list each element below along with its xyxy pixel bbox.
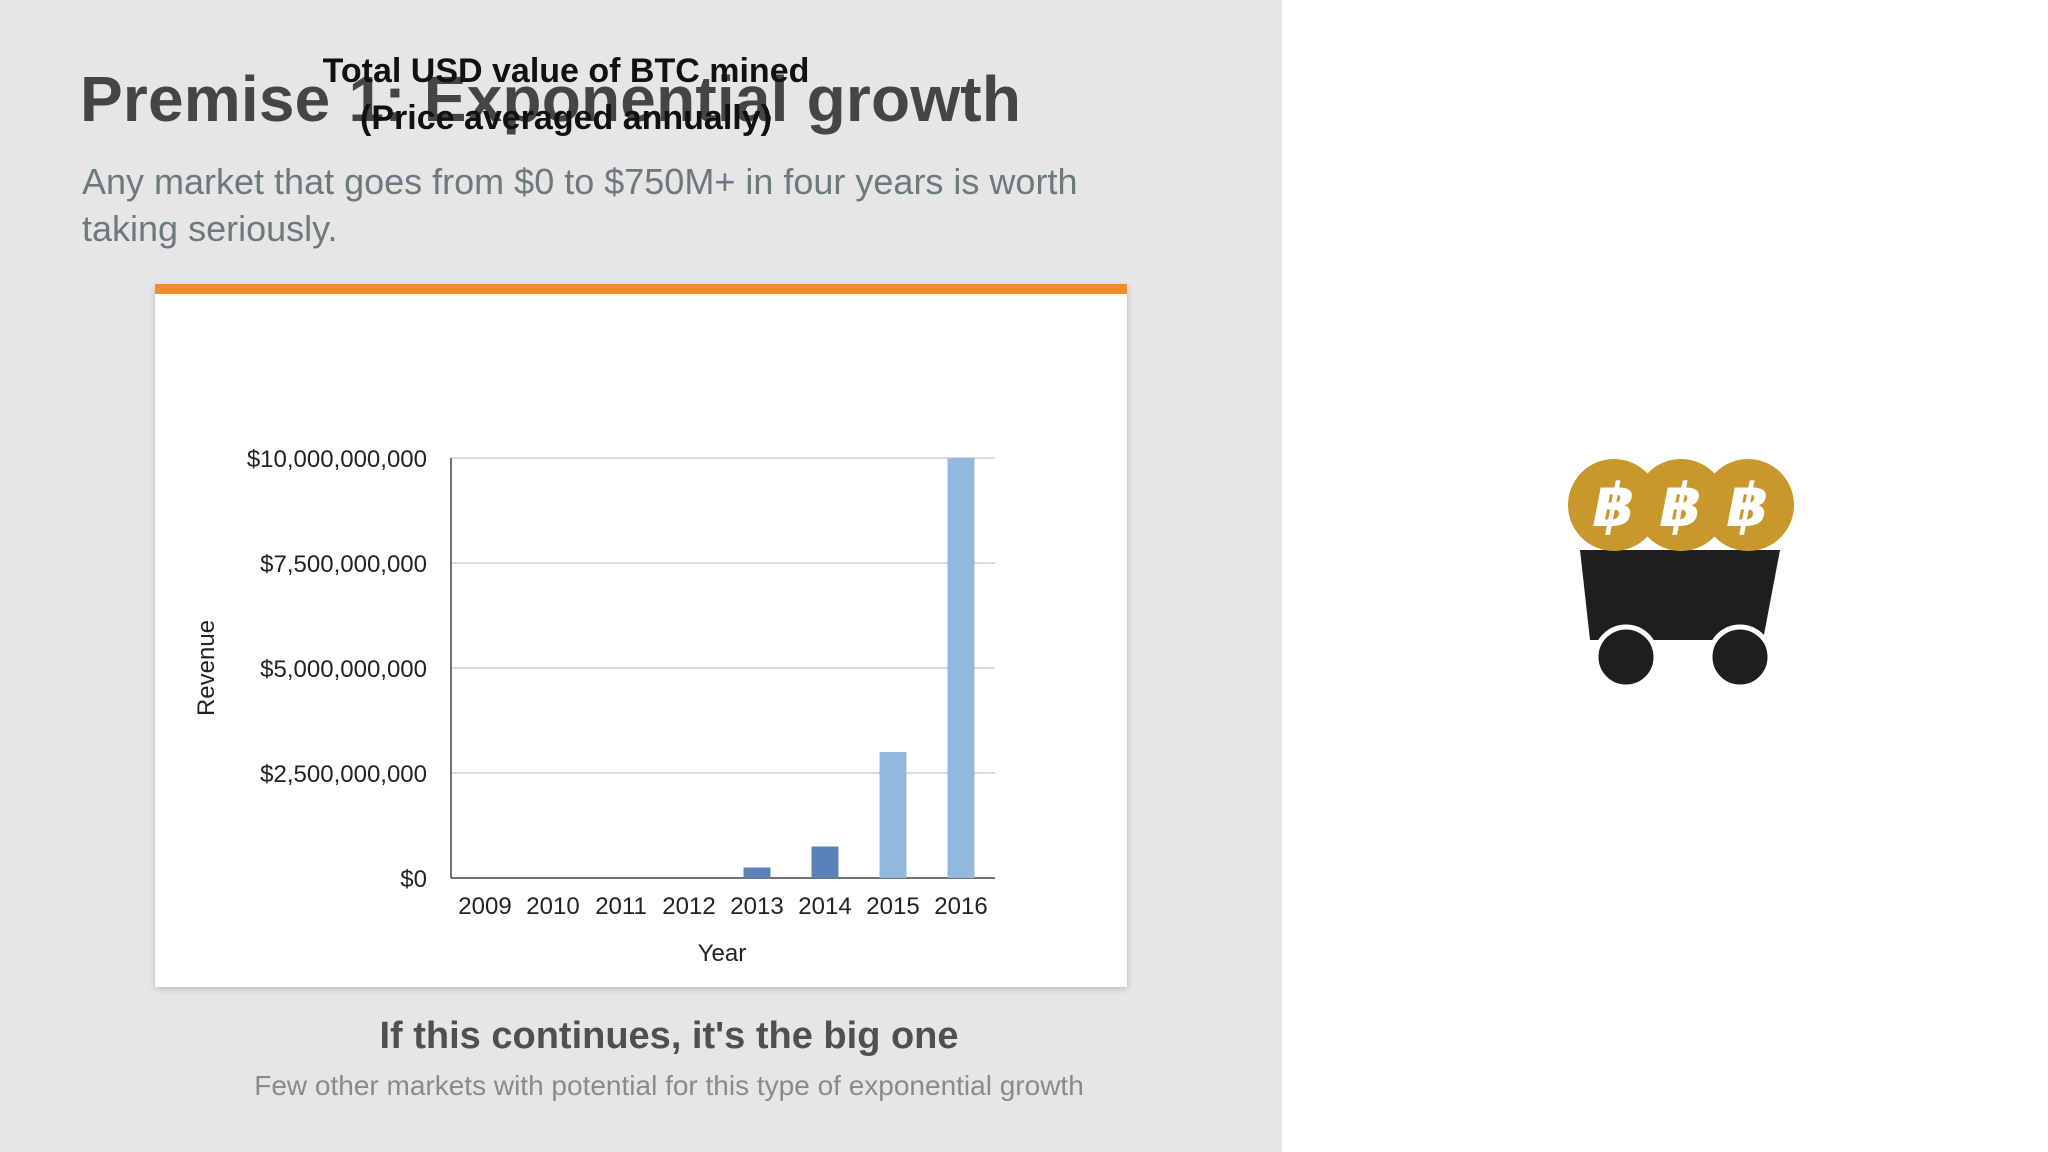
y-tick-label: $7,500,000,000 [260,551,427,578]
chart-subtitle-line: (Price averaged annually) [360,99,772,137]
y-axis-label: Revenue [193,620,220,716]
slide-subtitle: Any market that goes from $0 to $750M+ i… [82,161,1078,249]
bitcoin-coin-icon: ฿ [1702,459,1794,551]
slide-title: Premise 1: Exponential growth [80,63,1022,135]
bitcoin-mining-cart-icon: ฿ ฿ ฿ [1568,459,1794,690]
x-tick-label: 2012 [662,893,715,920]
cart-wheel-icon [1707,624,1773,690]
svg-text:฿: ฿ [1727,471,1769,541]
cart-wheel-icon [1593,624,1659,690]
x-tick-label: 2014 [798,893,851,920]
bar-2015 [879,752,907,878]
x-axis-label: Year [698,940,747,967]
bitcoin-coin-icon: ฿ [1635,459,1727,551]
x-tick-label: 2013 [730,893,783,920]
svg-text:฿: ฿ [1593,471,1635,541]
x-tick-label: 2015 [866,893,919,920]
x-tick-label: 2009 [458,893,511,920]
svg-text:฿: ฿ [1660,471,1702,541]
y-tick-label: $2,500,000,000 [260,761,427,788]
bitcoin-coin-icon: ฿ [1568,459,1660,551]
chart-title: Total USD value of BTC mined (Price aver… [0,48,1132,142]
x-tick-label: 2010 [526,893,579,920]
bar-2014 [811,846,839,878]
chart-title-line: Total USD value of BTC mined [322,52,810,90]
cart-body-icon [1580,550,1780,640]
x-tick-label: 2011 [595,893,647,920]
y-tick-label: $0 [400,866,427,893]
bar-2013 [743,867,771,878]
x-tick-label: 2016 [934,893,987,920]
bar-2016 [947,458,975,878]
y-tick-label: $5,000,000,000 [260,656,427,683]
chart-accent-bar [155,284,1127,294]
caption-title: If this continues, it's the big one [379,1015,959,1057]
y-tick-label: $10,000,000,000 [247,446,427,473]
caption-subtitle: Few other markets with potential for thi… [254,1070,1084,1101]
